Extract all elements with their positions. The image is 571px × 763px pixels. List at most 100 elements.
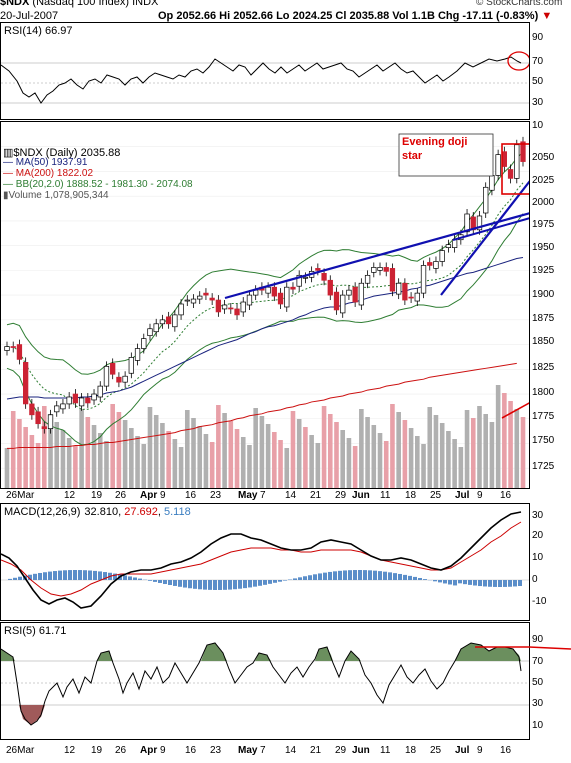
volume-bar: [147, 407, 153, 488]
x-tick-label: 16: [500, 490, 512, 501]
candle-body: [85, 397, 91, 404]
candle-body: [172, 314, 178, 328]
macd-value-2: 27.692: [124, 506, 158, 518]
candle: [147, 323, 153, 341]
macd-hist-bar: [63, 570, 67, 580]
candle-body: [340, 294, 346, 314]
macd-hist-bar: [313, 574, 317, 580]
price-tick-2000: 2000: [532, 197, 555, 208]
volume-bar: [315, 443, 321, 488]
volume-bar: [495, 385, 501, 488]
candle-body: [495, 154, 501, 176]
macd-hist-bar: [68, 570, 72, 580]
candle: [221, 300, 228, 314]
chg-value: -17.11 (-0.83%): [462, 10, 539, 22]
macd-hist-bar: [208, 580, 212, 590]
candle-body: [203, 292, 209, 296]
volume-bar: [278, 440, 283, 488]
hi-label: Hi: [219, 10, 231, 22]
ma200-line: [7, 362, 517, 449]
bb-lower-line: [6, 213, 524, 446]
x-tick-label: 7: [260, 745, 266, 756]
candle-body: [514, 144, 520, 179]
macd-hist-bar: [328, 571, 332, 580]
volume-bar: [334, 422, 339, 488]
rsi5-tick-70: 70: [532, 656, 544, 667]
rsi14-line: [1, 56, 522, 104]
x-tick-label: 16: [185, 490, 197, 501]
macd-hist-bar: [383, 571, 387, 580]
volume-bar: [203, 434, 209, 488]
candle: [433, 256, 439, 274]
rsi5-panel: RSI(5) 61.71: [0, 622, 530, 740]
chart-symbol: $NDX (Nasdaq 100 Index) INDX: [0, 0, 158, 8]
candle: [246, 290, 253, 310]
rsi14-tick-30: 30: [532, 97, 544, 108]
rsi5-overbought-fill: [1, 649, 15, 661]
macd-hist-bar: [278, 580, 282, 582]
candle-body: [246, 294, 253, 306]
volume-bar: [259, 416, 265, 488]
volume-bar: [502, 393, 507, 488]
x-tick-label: 14: [285, 490, 297, 501]
macd-hist-bar: [488, 580, 492, 587]
macd-label: MACD(12,26,9) 32.810, 27.692, 5.118: [4, 506, 191, 518]
macd-hist-bar: [333, 571, 337, 580]
candle: [165, 311, 172, 329]
candle: [414, 288, 420, 306]
x-tick-label: Jun: [352, 745, 370, 756]
source-credit[interactable]: © StockCharts.com: [476, 0, 563, 8]
volume-bar: [296, 419, 302, 488]
volume-bar: [48, 414, 53, 488]
volume-bar: [272, 432, 277, 488]
volume-bar: [29, 435, 35, 488]
macd-hist-bar: [228, 580, 232, 590]
candle: [290, 282, 296, 295]
symbol-text: $NDX: [0, 0, 30, 8]
macd-hist-bar: [388, 572, 392, 580]
lo-label: Lo: [276, 10, 290, 22]
candle: [10, 341, 16, 353]
candle-body: [228, 307, 234, 310]
candle: [371, 262, 377, 278]
volume-bar: [483, 414, 488, 488]
candle: [178, 299, 184, 320]
volume-bar: [477, 406, 482, 488]
candle-body: [520, 141, 526, 162]
volume-bar: [284, 448, 290, 488]
candle-body: [507, 169, 514, 179]
candle-body: [128, 357, 134, 374]
candle: [54, 400, 60, 417]
macd-hist-bar: [358, 570, 362, 580]
macd-hist-bar: [93, 570, 97, 580]
x-tick-label: 21: [310, 745, 322, 756]
x-tick-label: Apr: [140, 490, 158, 501]
doji-highlight-box: [501, 143, 529, 195]
candle: [476, 211, 483, 235]
macd-hist-bar: [413, 576, 417, 580]
trendline-support: [452, 217, 529, 241]
bb-upper-line: [6, 151, 524, 375]
candle-body: [439, 250, 445, 262]
macd-label-prefix: MACD(12,26,9): [4, 506, 80, 518]
candle-body: [240, 301, 246, 313]
volume-bar: [166, 431, 171, 488]
price-legend-title: ▥$NDX (Daily) 2035.88: [3, 146, 120, 159]
macd-hist-bar: [158, 580, 162, 583]
bb-legend: — BB(20,2.0) 1888.52 - 1981.30 - 2074.08: [3, 179, 193, 190]
x-tick-label: Apr: [140, 745, 158, 756]
macd-hist-bar: [213, 580, 217, 590]
date-label: 20-Jul-2007: [0, 10, 59, 22]
volume-bar: [377, 433, 383, 488]
volume-bar: [97, 433, 103, 488]
rsi5-tick-90: 90: [532, 634, 544, 645]
candle: [253, 285, 259, 301]
macd-hist-bar: [363, 570, 367, 580]
macd-hist-bar: [473, 580, 477, 586]
candle: [85, 393, 91, 408]
volume-bar: [247, 445, 252, 488]
volume-bar-icon: ▮: [3, 190, 9, 201]
volume-bar: [135, 436, 140, 488]
rsi5-fill-5: [315, 647, 333, 661]
volume-bar: [321, 406, 327, 488]
